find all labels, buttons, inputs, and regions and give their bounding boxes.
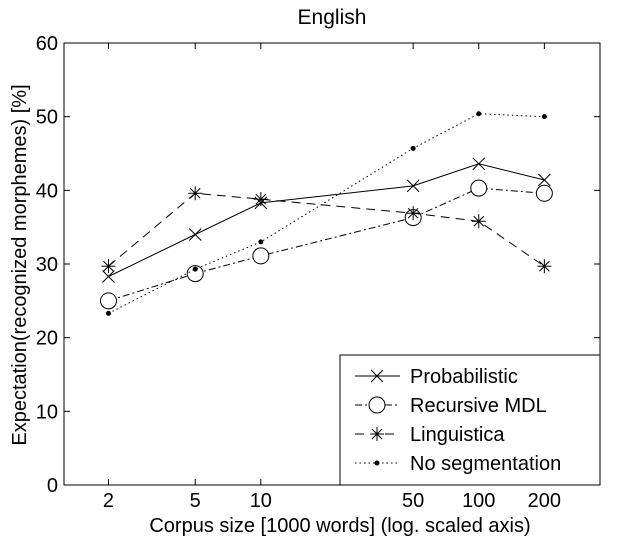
data-point-probabilistic <box>472 157 486 171</box>
legend-marker-probabilistic <box>370 369 384 383</box>
x-tick-label: 100 <box>462 490 495 512</box>
data-point-probabilistic <box>188 228 202 241</box>
series-recursive-mdl <box>99 179 553 310</box>
series-no-segmentation <box>105 111 547 316</box>
y-tick-label: 10 <box>36 401 58 423</box>
legend-label: Probabilistic <box>410 366 518 388</box>
legend-label: Linguistica <box>410 424 505 446</box>
legend-entry-linguistica: Linguistica <box>355 424 505 446</box>
y-tick-label: 60 <box>36 33 58 55</box>
y-axis: 0 10 20 30 40 50 60 <box>36 33 600 497</box>
data-point-probabilistic <box>102 270 115 283</box>
legend-entry-recursive-mdl: Recursive MDL <box>355 395 547 417</box>
y-tick-label: 50 <box>36 107 58 129</box>
y-tick-label: 30 <box>36 254 58 276</box>
x-tick-label: 200 <box>528 490 561 512</box>
series-linguistica <box>101 186 552 274</box>
legend: Probabilistic Recursive MDL Linguistica No … <box>339 354 601 486</box>
legend-marker-recursive-mdl <box>368 396 386 414</box>
x-axis-label: Corpus size [1000 words] (log. scaled ax… <box>149 515 530 537</box>
x-tick-label: 5 <box>190 490 201 512</box>
data-point-no-segmentation <box>258 239 264 245</box>
data-point-probabilistic <box>538 173 551 187</box>
series-probabilistic <box>102 157 551 283</box>
legend-entry-probabilistic: Probabilistic <box>355 366 518 388</box>
series-line-linguistica <box>108 192 545 267</box>
series-line-no-segmentation <box>108 113 545 314</box>
data-point-recursive-mdl <box>186 265 204 283</box>
legend-label: No segmentation <box>410 453 561 475</box>
data-point-no-segmentation <box>476 111 482 117</box>
data-point-recursive-mdl <box>470 179 488 197</box>
data-point-linguistica <box>537 259 552 274</box>
legend-label: Recursive MDL <box>410 395 547 417</box>
y-tick-label: 20 <box>36 328 58 350</box>
legend-marker-no-segmentation <box>374 460 380 466</box>
x-tick-label: 10 <box>250 490 272 512</box>
x-tick-label: 2 <box>103 490 114 512</box>
data-point-recursive-mdl <box>99 292 117 310</box>
legend-entry-no-segmentation: No segmentation <box>355 453 561 475</box>
chart-title: English <box>298 6 367 29</box>
x-tick-label: 50 <box>402 490 424 512</box>
data-point-no-segmentation <box>541 114 547 120</box>
y-axis-label: Expectation(recognized morphemes) [%] <box>9 84 31 445</box>
data-point-no-segmentation <box>105 310 111 316</box>
data-point-linguistica <box>188 186 203 201</box>
data-point-recursive-mdl <box>252 247 270 265</box>
series-line-probabilistic <box>108 163 545 277</box>
x-axis: 2 5 10 50 100 200 <box>103 43 561 512</box>
data-point-no-segmentation <box>192 266 198 272</box>
legend-marker-linguistica <box>370 427 384 441</box>
data-point-recursive-mdl <box>535 184 553 202</box>
data-point-linguistica <box>253 192 268 207</box>
series-layer <box>99 111 553 316</box>
data-point-probabilistic <box>406 179 420 193</box>
y-tick-label: 40 <box>36 180 58 202</box>
y-tick-label: 0 <box>47 475 58 497</box>
data-point-no-segmentation <box>410 145 416 151</box>
data-point-linguistica <box>471 214 486 229</box>
data-point-linguistica <box>101 259 116 274</box>
series-line-recursive-mdl <box>108 187 545 302</box>
data-point-linguistica <box>406 206 421 221</box>
